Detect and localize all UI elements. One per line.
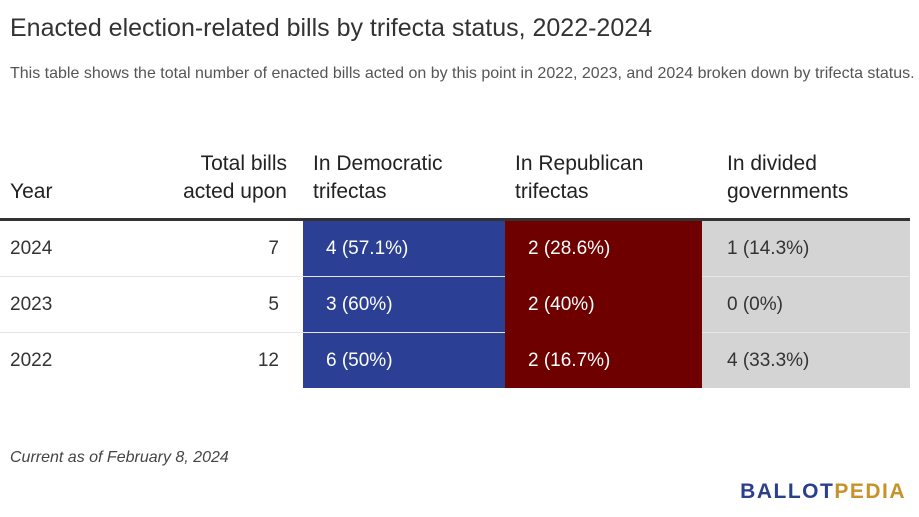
header-democratic-label: In Democratic trifectas: [313, 152, 443, 203]
header-divided-label: In divided governments: [727, 152, 849, 203]
cell-divided: 1 (14.3%): [702, 219, 910, 277]
header-republican-label: In Republican trifectas: [515, 152, 644, 203]
logo-part-pedia: PEDIA: [834, 480, 906, 503]
cell-total: 5: [165, 276, 303, 333]
cell-year: 2023: [0, 276, 165, 333]
cell-total: 12: [257, 349, 279, 371]
cell-divided: 0 (0%): [702, 276, 910, 333]
cell-democratic: 6 (50%): [303, 332, 505, 388]
chart-subtitle: This table shows the total number of ena…: [10, 65, 915, 82]
table-row: 2022 12 6 (50%) 2 (16.7%) 4 (33.3%): [0, 332, 910, 388]
cell-democratic: 3 (60%): [303, 276, 505, 333]
cell-year: 2024: [0, 219, 165, 277]
chart-title: Enacted election-related bills by trifec…: [10, 14, 653, 42]
cell-total: 7: [165, 219, 303, 277]
ballotpedia-logo: BALLOTPEDIA: [740, 480, 906, 504]
header-democratic: In Democratic trifectas: [303, 150, 505, 221]
header-total: Total bills acted upon: [165, 150, 303, 221]
cell-republican: 2 (16.7%): [505, 332, 702, 388]
footnote: Current as of February 8, 2024: [10, 449, 229, 466]
cell-democratic: 4 (57.1%): [303, 219, 505, 277]
cell-republican: 2 (40%): [505, 276, 702, 333]
trifecta-table: Year Total bills acted upon In Democrati…: [0, 150, 910, 388]
logo-part-ballot: BALLOT: [740, 480, 835, 503]
cell-year: 2022: [10, 349, 53, 371]
header-year: Year: [0, 150, 165, 221]
table-body: 2024 7 4 (57.1%) 2 (28.6%) 1 (14.3%) 2023 5 3 (…: [0, 219, 910, 388]
header-total-label: Total bills acted upon: [183, 152, 287, 203]
header-divided: In divided governments: [702, 150, 910, 221]
header-republican: In Republican trifectas: [505, 150, 702, 221]
table-row: 2023 5 3 (60%) 2 (40%) 0 (0%): [0, 276, 910, 333]
cell-divided: 4 (33.3%): [702, 332, 910, 388]
cell-republican: 2 (28.6%): [505, 219, 702, 277]
table-row: 2024 7 4 (57.1%) 2 (28.6%) 1 (14.3%): [0, 219, 910, 277]
table-header-row: Year Total bills acted upon In Democrati…: [0, 150, 910, 221]
